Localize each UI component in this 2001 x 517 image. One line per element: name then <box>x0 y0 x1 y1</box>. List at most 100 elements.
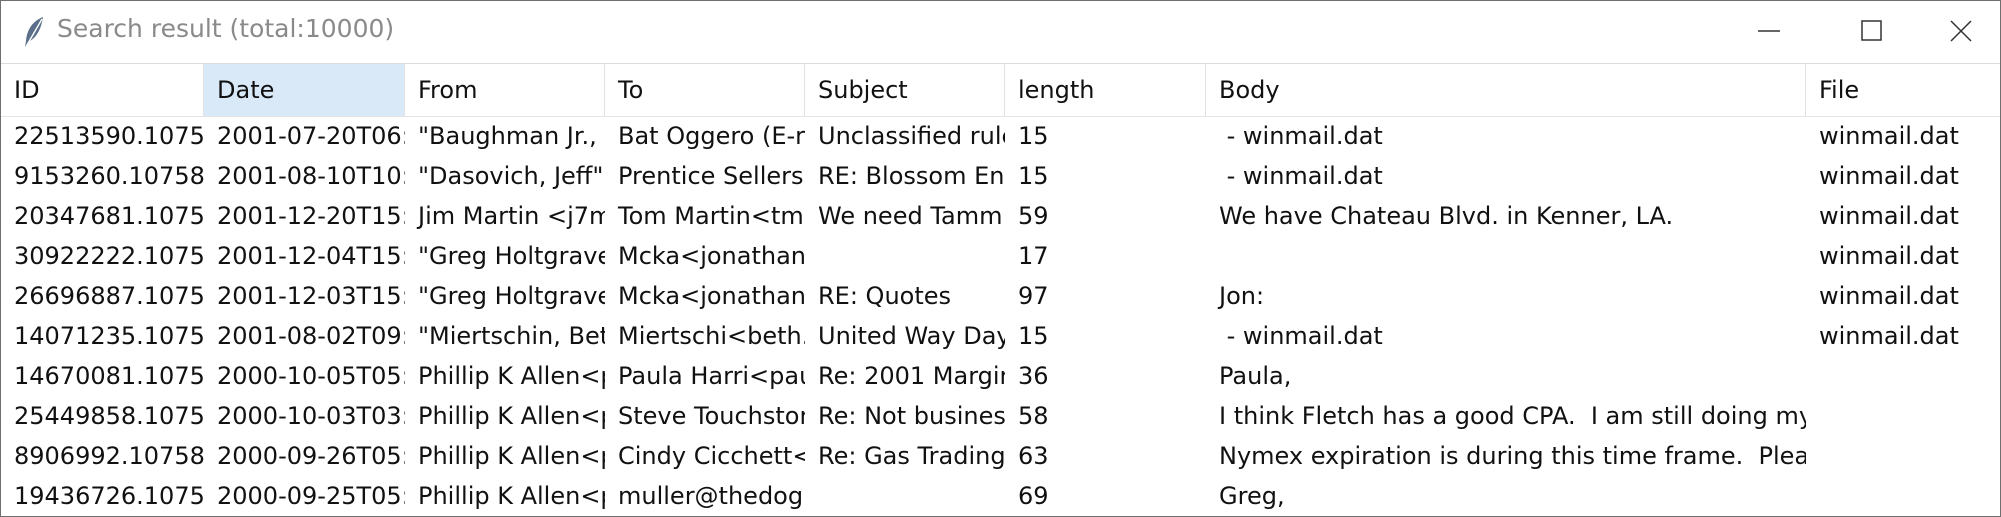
cell-date: 2001-08-10T10:1 <box>217 162 405 190</box>
column-header-from[interactable]: From <box>405 64 605 116</box>
table-row[interactable]: 26696887.10758 2001-12-03T15:0 "Greg Hol… <box>1 276 2000 316</box>
cell-from: "Baughman Jr., <box>418 122 597 150</box>
table-row[interactable]: 9153260.107585 2001-08-10T10:1 "Dasovich… <box>1 156 2000 196</box>
cell-id: 14071235.10758 <box>14 322 204 350</box>
cell-subject <box>805 476 1005 516</box>
cell-from: Phillip K Allen<p <box>418 482 605 510</box>
cell-file: winmail.dat <box>1819 162 1959 190</box>
cell-body: - winmail.dat <box>1219 322 1383 350</box>
cell-length: 63 <box>1018 442 1049 470</box>
window-title: Search result (total:10000) <box>57 14 395 43</box>
cell-body <box>1206 236 1806 276</box>
cell-body: - winmail.dat <box>1219 122 1383 150</box>
cell-date: 2001-12-04T15:2 <box>217 242 405 270</box>
results-table: ID Date From To Subject length Body File… <box>1 63 2000 516</box>
cell-id: 19436726.10758 <box>14 482 204 510</box>
cell-to: Prentice Sellers< <box>618 162 805 190</box>
cell-subject: United Way Day <box>818 322 1005 350</box>
column-header-id[interactable]: ID <box>1 64 204 116</box>
column-header-subject[interactable]: Subject <box>805 64 1005 116</box>
maximize-button[interactable] <box>1827 1 1919 63</box>
cell-from: "Miertschin, Bet <box>418 322 605 350</box>
cell-id: 26696887.10758 <box>14 282 204 310</box>
cell-body: Paula, <box>1219 362 1292 390</box>
cell-date: 2000-10-05T05:5 <box>217 362 405 390</box>
column-header-file[interactable]: File <box>1819 76 1860 104</box>
cell-to: muller@thedogl <box>618 482 805 510</box>
cell-body: I think Fletch has a good CPA. I am stil… <box>1219 402 1806 430</box>
cell-id: 9153260.107585 <box>14 162 204 190</box>
cell-subject: RE: Blossom Ene <box>818 162 1005 190</box>
table-row[interactable]: 8906992.107585 2000-09-26T05:1 Phillip K… <box>1 436 2000 476</box>
cell-file <box>1806 436 2000 476</box>
cell-length: 58 <box>1018 402 1049 430</box>
cell-file: winmail.dat <box>1819 122 1959 150</box>
feather-icon <box>21 15 49 49</box>
column-header-date[interactable]: Date <box>204 64 405 116</box>
cell-date: 2000-09-25T05:4 <box>217 482 405 510</box>
minimize-button[interactable] <box>1724 1 1816 63</box>
cell-body: - winmail.dat <box>1219 162 1383 190</box>
cell-file <box>1806 356 2000 396</box>
cell-from: "Dasovich, Jeff" <box>418 162 604 190</box>
close-icon <box>1950 20 1972 42</box>
cell-date: 2001-12-03T15:0 <box>217 282 405 310</box>
cell-from: "Greg Holtgrave <box>418 282 605 310</box>
cell-to: Steve Touchstor <box>618 402 805 430</box>
cell-file: winmail.dat <box>1819 282 1959 310</box>
cell-length: 59 <box>1018 202 1049 230</box>
cell-length: 17 <box>1018 242 1049 270</box>
cell-from: "Greg Holtgrave <box>418 242 605 270</box>
table-row[interactable]: 20347681.10758 2001-12-20T15:2 Jim Marti… <box>1 196 2000 236</box>
column-header-length[interactable]: length <box>1005 64 1206 116</box>
cell-id: 20347681.10758 <box>14 202 204 230</box>
cell-to: Mcka<jonathan. <box>618 282 805 310</box>
cell-length: 36 <box>1018 362 1049 390</box>
cell-subject: RE: Quotes <box>818 282 952 310</box>
cell-subject: Unclassified rule <box>818 122 1005 150</box>
cell-length: 15 <box>1018 122 1049 150</box>
cell-subject: Re: 2001 Margir <box>818 362 1005 390</box>
cell-length: 97 <box>1018 282 1049 310</box>
cell-date: 2001-08-02T09:1 <box>217 322 405 350</box>
table-header: ID Date From To Subject length Body File <box>1 63 2000 117</box>
close-button[interactable] <box>1916 1 2001 63</box>
title-bar[interactable]: Search result (total:10000) <box>1 1 2000 63</box>
table-row[interactable]: 14670081.10758 2000-10-05T05:5 Phillip K… <box>1 356 2000 396</box>
cell-length: 69 <box>1018 482 1049 510</box>
cell-from: Phillip K Allen<p <box>418 402 605 430</box>
cell-date: 2001-07-20T06:4 <box>217 122 405 150</box>
cell-file: winmail.dat <box>1819 322 1959 350</box>
cell-id: 25449858.10758 <box>14 402 204 430</box>
column-header-body[interactable]: Body <box>1206 64 1806 116</box>
table-row[interactable]: 25449858.10758 2000-10-03T03:1 Phillip K… <box>1 396 2000 436</box>
table-row[interactable]: 19436726.10758 2000-09-25T05:4 Phillip K… <box>1 476 2000 516</box>
maximize-icon <box>1861 20 1882 41</box>
cell-date: 2001-12-20T15:2 <box>217 202 405 230</box>
table-row[interactable]: 14071235.10758 2001-08-02T09:1 "Miertsch… <box>1 316 2000 356</box>
cell-body: We have Chateau Blvd. in Kenner, LA. <box>1219 202 1674 230</box>
cell-body: Nymex expiration is during this time fra… <box>1219 442 1806 470</box>
minimize-icon <box>1758 30 1780 32</box>
cell-to: Paula Harri<pau <box>618 362 805 390</box>
table-row[interactable]: 22513590.10758 2001-07-20T06:4 "Baughman… <box>1 116 2000 156</box>
cell-to: Mcka<jonathan. <box>618 242 805 270</box>
cell-body: Greg, <box>1219 482 1285 510</box>
cell-from: Jim Martin <j7m <box>418 202 605 230</box>
cell-id: 30922222.10758 <box>14 242 204 270</box>
cell-to: Tom Martin<tm <box>618 202 804 230</box>
table-row[interactable]: 30922222.10758 2001-12-04T15:2 "Greg Hol… <box>1 236 2000 276</box>
cell-to: Miertschi<beth. <box>618 322 805 350</box>
cell-from: Phillip K Allen<p <box>418 362 605 390</box>
cell-length: 15 <box>1018 322 1049 350</box>
cell-id: 14670081.10758 <box>14 362 204 390</box>
cell-id: 22513590.10758 <box>14 122 204 150</box>
cell-subject: Re: Not busines <box>818 402 1005 430</box>
cell-subject: Re: Gas Trading <box>818 442 1005 470</box>
column-header-to[interactable]: To <box>605 64 805 116</box>
cell-from: Phillip K Allen<p <box>418 442 605 470</box>
cell-to: Bat Oggero (E-r <box>618 122 805 150</box>
cell-file: winmail.dat <box>1819 202 1959 230</box>
cell-file: winmail.dat <box>1819 242 1959 270</box>
